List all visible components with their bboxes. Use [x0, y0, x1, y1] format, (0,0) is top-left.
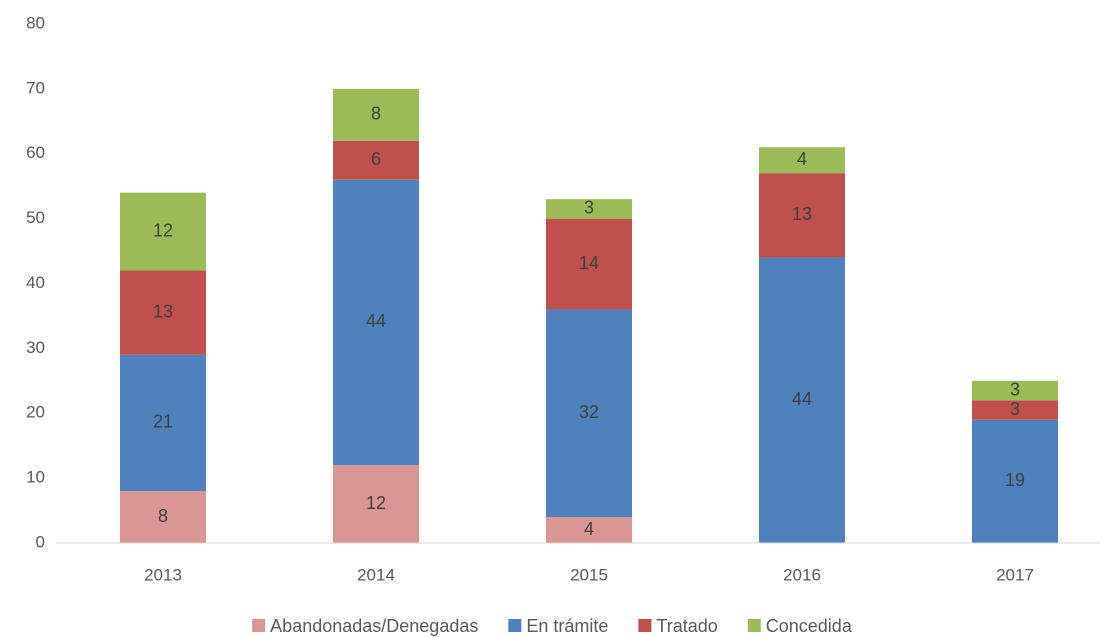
- data-label: 3: [584, 198, 594, 218]
- data-label: 6: [371, 149, 381, 169]
- bar-segment: [333, 179, 419, 466]
- bar-segment: [972, 419, 1058, 543]
- legend-swatch: [252, 619, 266, 632]
- bar-segment: [120, 354, 206, 492]
- y-tick-label: 0: [36, 532, 45, 551]
- bar-segment: [546, 309, 632, 518]
- legend-label: Tratado: [656, 616, 717, 636]
- data-label: 19: [1005, 470, 1025, 490]
- legend-label: Concedida: [766, 616, 853, 636]
- y-tick-label: 10: [26, 468, 45, 487]
- bar-segment: [120, 192, 206, 271]
- bar-segment: [333, 88, 419, 141]
- bar-segment: [333, 465, 419, 543]
- data-label: 3: [1010, 399, 1020, 419]
- legend-label: En trámite: [526, 616, 608, 636]
- y-tick-label: 40: [26, 273, 45, 292]
- data-label: 13: [792, 204, 812, 224]
- data-label: 44: [366, 311, 386, 331]
- data-label: 8: [158, 506, 168, 526]
- x-tick-label: 2013: [144, 565, 182, 584]
- data-label: 32: [579, 402, 599, 422]
- legend-swatch: [638, 619, 652, 632]
- legend-label: Abandonadas/Denegadas: [270, 616, 478, 636]
- x-tick-label: 2016: [783, 565, 821, 584]
- bar-segment: [759, 147, 845, 174]
- bar-segment: [759, 173, 845, 258]
- data-label: 12: [366, 493, 386, 513]
- bar-segment: [972, 380, 1058, 401]
- bar-segment: [972, 400, 1058, 420]
- bar-segment: [120, 270, 206, 355]
- x-tick-label: 2015: [570, 565, 608, 584]
- y-tick-label: 30: [26, 338, 45, 357]
- data-label: 3: [1010, 379, 1020, 399]
- bar-segment: [120, 491, 206, 543]
- bar-segment: [546, 199, 632, 219]
- bar-segment: [546, 517, 632, 543]
- y-tick-label: 60: [26, 143, 45, 162]
- y-tick-label: 80: [26, 13, 45, 32]
- data-label: 44: [792, 389, 812, 409]
- x-tick-label: 2017: [996, 565, 1034, 584]
- x-tick-label: 2014: [357, 565, 395, 584]
- y-tick-label: 70: [26, 78, 45, 97]
- legend-swatch: [747, 619, 761, 632]
- data-label: 14: [579, 253, 599, 273]
- data-label: 4: [584, 519, 594, 539]
- legend-swatch: [508, 619, 522, 632]
- data-label: 8: [371, 104, 381, 124]
- y-tick-label: 50: [26, 208, 45, 227]
- y-tick-label: 20: [26, 403, 45, 422]
- data-label: 13: [153, 301, 173, 321]
- bar-segment: [333, 140, 419, 180]
- data-label: 21: [153, 412, 173, 432]
- data-label: 12: [153, 220, 173, 240]
- bar-segment: [546, 218, 632, 310]
- bar-segment: [759, 257, 845, 543]
- data-label: 4: [797, 149, 807, 169]
